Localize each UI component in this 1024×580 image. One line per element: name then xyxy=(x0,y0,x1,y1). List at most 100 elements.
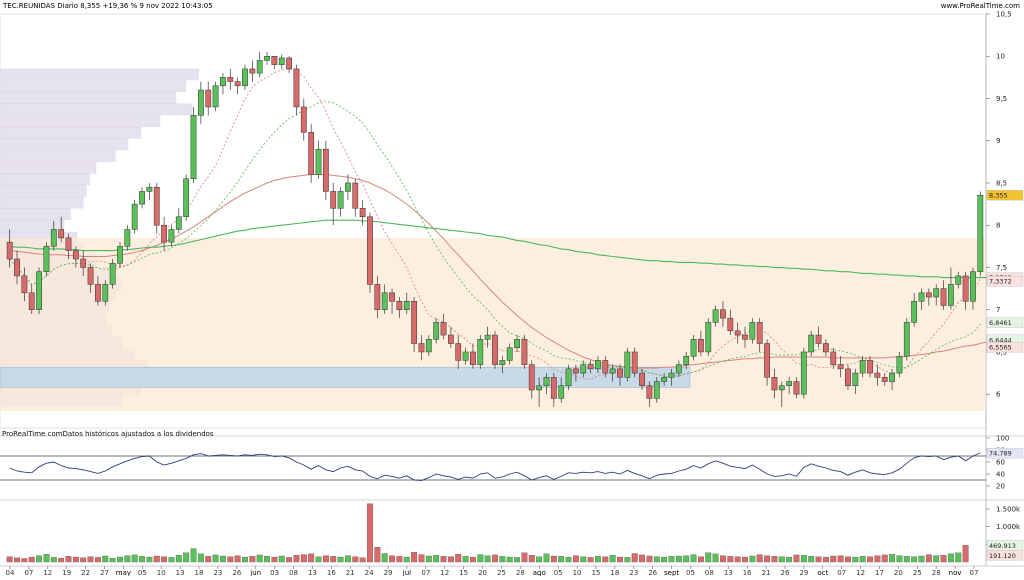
candle xyxy=(675,364,682,374)
volume-bar xyxy=(646,555,653,563)
candle xyxy=(161,224,167,243)
volume-bar xyxy=(918,555,925,563)
candle xyxy=(367,216,373,285)
candle xyxy=(918,292,925,302)
poc-band xyxy=(0,366,691,388)
volume-bar xyxy=(344,555,351,563)
volume-bar xyxy=(28,556,35,563)
candle xyxy=(580,364,587,374)
candle xyxy=(330,191,337,209)
ma-pink-dotted-line xyxy=(9,68,981,380)
volume-bar xyxy=(543,553,550,563)
x-tick-label: 29 xyxy=(384,569,393,576)
volume-bar xyxy=(859,556,866,563)
candle xyxy=(484,334,491,340)
candle xyxy=(631,351,638,374)
price-label: 6,5565 xyxy=(989,344,1012,352)
volume-bar xyxy=(425,555,432,563)
volume-profile-bar xyxy=(0,103,193,116)
volume-bar xyxy=(631,553,638,563)
volume-bar xyxy=(381,553,388,563)
candle xyxy=(823,343,829,353)
volume-profile-bar xyxy=(0,150,116,162)
volume-bar xyxy=(219,555,226,563)
candle xyxy=(168,229,175,243)
candle xyxy=(374,284,381,310)
volume-bar xyxy=(521,552,528,563)
volume-bar xyxy=(786,556,793,563)
volume-bar xyxy=(830,555,837,563)
y-tick-label: 8,5 xyxy=(996,179,1007,187)
candle xyxy=(815,334,822,344)
volume-bar xyxy=(234,555,241,563)
x-tick-label: 10 xyxy=(157,569,166,576)
candle xyxy=(43,246,50,272)
volume-bar xyxy=(469,556,476,563)
x-tick-label: 10 xyxy=(573,569,582,576)
volume-bar xyxy=(197,553,204,563)
volume-bar xyxy=(190,548,197,563)
volume-bar xyxy=(411,551,418,563)
volume-profile-bar xyxy=(0,220,65,232)
candle xyxy=(72,250,79,260)
volume-bar xyxy=(94,557,101,563)
volume-bar xyxy=(815,556,822,563)
volume-bar xyxy=(595,556,601,563)
candle xyxy=(21,275,28,294)
volume-bar xyxy=(911,556,918,563)
source-link[interactable]: www.ProRealTime.com xyxy=(940,2,1020,10)
volume-bar xyxy=(102,555,109,563)
volume-bar xyxy=(624,557,631,563)
candle xyxy=(183,178,190,218)
volume-bar xyxy=(308,553,315,563)
volume-bar xyxy=(962,545,969,563)
volume-bar xyxy=(639,554,646,563)
candle xyxy=(970,271,976,302)
candle xyxy=(903,322,910,357)
volume-bar xyxy=(933,555,940,563)
x-tick-label: 13 xyxy=(724,569,733,576)
candle xyxy=(955,275,962,285)
volume-bar xyxy=(558,556,565,563)
x-tick-label: 25 xyxy=(497,569,506,576)
volume-bar xyxy=(778,556,785,563)
x-tick-label: 05 xyxy=(138,569,147,576)
volume-bar xyxy=(87,556,94,563)
candle xyxy=(506,347,513,361)
x-tick-label: 19 xyxy=(62,569,71,576)
candle xyxy=(242,68,248,87)
x-tick-label: 16 xyxy=(743,569,752,576)
candle xyxy=(521,339,528,365)
volume-bar xyxy=(881,554,888,563)
osc-y-tick-label: 40 xyxy=(996,471,1005,479)
candle xyxy=(550,377,557,399)
volume-bar xyxy=(300,554,307,563)
x-tick-label: 26 xyxy=(781,569,790,576)
vol-y-tick-label: 1.000k xyxy=(996,523,1021,531)
x-tick-label: sept xyxy=(664,569,679,576)
volume-profile-bar xyxy=(0,161,97,174)
candle xyxy=(286,57,293,70)
osc-last-value: 74,789 xyxy=(989,450,1012,458)
candle xyxy=(337,191,344,209)
volume-bar xyxy=(433,555,440,563)
volume-bar xyxy=(139,556,145,563)
candle xyxy=(264,55,270,61)
volume-bar xyxy=(602,556,609,563)
candle xyxy=(102,284,109,302)
volume-profile-bar xyxy=(0,126,142,139)
candle xyxy=(462,351,469,361)
x-tick-label: 26 xyxy=(232,569,241,576)
candle xyxy=(889,372,895,382)
volume-bar xyxy=(109,557,116,563)
volume-bar xyxy=(175,555,182,563)
candle xyxy=(609,368,616,374)
x-tick-label: 24 xyxy=(365,569,374,576)
candle xyxy=(28,292,35,310)
volume-profile-bar xyxy=(0,185,87,197)
candle xyxy=(778,385,785,391)
volume-bar xyxy=(117,556,123,563)
candle xyxy=(315,148,322,175)
volume-bar xyxy=(293,555,300,563)
candle xyxy=(793,381,800,395)
